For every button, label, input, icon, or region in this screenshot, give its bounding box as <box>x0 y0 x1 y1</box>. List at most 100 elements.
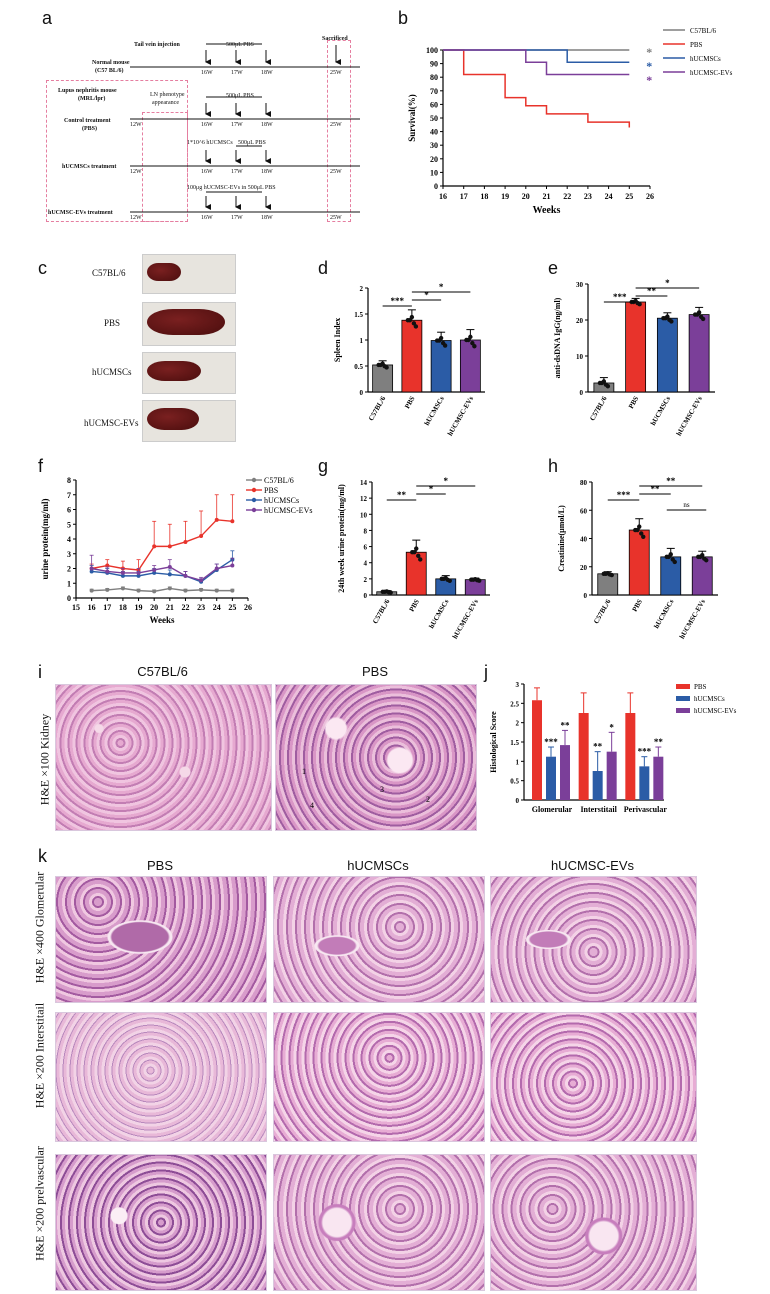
data-point <box>382 364 387 369</box>
y-tick-label: 100 <box>426 46 438 55</box>
y-tick-label: 0.5 <box>354 363 363 371</box>
x-tick-label: 23 <box>197 603 205 612</box>
y-tick-label: 30 <box>576 281 584 289</box>
bar-hucmscs <box>435 578 457 596</box>
data-point <box>440 340 446 346</box>
y-axis-label: Histological Score <box>489 711 498 773</box>
x-tick-label: C57BL/6 <box>367 395 388 423</box>
spleen-label-msc: hUCMSCs <box>92 367 132 377</box>
y-tick-label: 1 <box>516 758 520 766</box>
spleen-photo-msc <box>142 352 236 394</box>
panel-k-letter: k <box>38 846 47 866</box>
bar-pbs <box>401 319 423 393</box>
row3-label2: (PBS) <box>82 126 97 132</box>
panel-d-letter: d <box>318 258 329 278</box>
legend-marker <box>251 487 257 493</box>
sig-label: ns <box>683 501 690 509</box>
week-12-row4: 12W <box>130 169 142 175</box>
chart-h-creatinine: 0 20 40 60 80 Creatinine(μmol/L) C57BL/6 PBS hUC… <box>557 476 718 640</box>
week-17-row4: 17W <box>231 169 243 175</box>
y-tick-label: 40 <box>430 128 438 137</box>
legend-label: C57BL/6 <box>690 27 717 35</box>
data-point <box>414 546 419 551</box>
bar-hucmscs <box>430 340 452 393</box>
data-point <box>607 572 612 577</box>
data-point <box>407 318 413 323</box>
y-tick-label: 70 <box>430 87 438 96</box>
data-point <box>152 589 157 594</box>
sig-label: *** <box>613 292 627 302</box>
bar-pbs <box>628 529 650 596</box>
x-tick-label: PBS <box>403 395 416 410</box>
x-tick-label: 18 <box>480 192 488 201</box>
y-tick-label: 90 <box>430 60 438 69</box>
sig-label: * <box>429 484 434 494</box>
x-tick-label: hUCMSC-EVs <box>446 395 475 438</box>
bar-c57bl-6 <box>597 573 619 596</box>
week-18-row5: 18W <box>261 215 273 221</box>
series-line-hucmscs <box>443 49 630 63</box>
bar-hucmscs <box>592 771 603 800</box>
legend-label: PBS <box>694 683 707 691</box>
y-axis-label: urine protein(mg/ml) <box>40 498 50 579</box>
y-tick-label: 5 <box>67 520 71 529</box>
legend-label: PBS <box>690 41 703 49</box>
series-line <box>91 564 233 582</box>
y-tick-label: 0.5 <box>510 778 519 786</box>
bar-c57bl-6 <box>372 364 394 393</box>
y-tick-label: 10 <box>360 511 368 519</box>
sig-label: * <box>665 278 670 288</box>
row3-label1: Control treatment <box>64 118 111 124</box>
legend-label: hUCMSCs <box>690 55 721 63</box>
data-point <box>603 571 608 577</box>
legend-swatch <box>676 696 690 701</box>
x-tick-label: 24 <box>605 192 613 201</box>
x-tick-label: 25 <box>228 603 236 612</box>
y-tick-label: 3 <box>67 550 71 559</box>
week-17-row5: 17W <box>231 215 243 221</box>
y-axis-label: Survival(%) <box>407 94 417 142</box>
x-tick-label: PBS <box>627 395 640 410</box>
y-tick-label: 7 <box>67 491 71 500</box>
legend-label: hUCMSC-EVs <box>264 506 312 515</box>
week-17-row1: 17W <box>231 70 243 76</box>
data-point <box>214 566 219 571</box>
data-point <box>152 544 157 549</box>
x-tick-label: hUCMSCs <box>427 598 450 630</box>
survival-sig-star: * <box>646 45 652 59</box>
x-tick-label: 15 <box>72 603 80 612</box>
histo-k-ev-perivascular <box>490 1154 697 1291</box>
row1-label2: (C57 BL/6) <box>95 68 124 74</box>
x-tick-label: C57BL/6 <box>371 598 392 626</box>
histo-k-msc-perivascular <box>273 1154 485 1291</box>
bar-hucmscs <box>660 556 682 596</box>
y-tick-label: 2 <box>67 565 71 574</box>
y-tick-label: 0 <box>360 389 364 397</box>
week-17-row3: 17W <box>231 122 243 128</box>
data-point <box>120 573 125 578</box>
y-tick-label: 8 <box>364 527 368 535</box>
panel-e-letter: e <box>548 258 559 278</box>
y-tick-label: 30 <box>430 141 438 150</box>
dashed-box-middle <box>142 112 188 222</box>
legend-label: hUCMSCs <box>694 695 725 703</box>
data-point <box>639 531 644 536</box>
series-line-pbs <box>443 49 631 128</box>
panel-j-letter: j <box>484 662 488 682</box>
schematic-timelines <box>130 43 360 213</box>
data-point <box>637 524 642 529</box>
data-point <box>472 344 477 349</box>
data-point <box>416 553 421 559</box>
histo-i-pbs: 1 2 3 4 <box>275 684 477 831</box>
spleen-label-pbs: PBS <box>104 318 121 328</box>
histo-k-ev-glomerular <box>490 876 697 1003</box>
data-point <box>468 334 473 340</box>
data-point <box>199 587 204 592</box>
data-point <box>120 570 125 575</box>
x-tick-label: Glomerular <box>532 805 573 814</box>
y-tick-label: 10 <box>576 353 584 361</box>
sig-label: * <box>439 282 444 292</box>
panel-c-letter: c <box>38 258 47 278</box>
legend-label: hUCMSCs <box>264 496 299 505</box>
